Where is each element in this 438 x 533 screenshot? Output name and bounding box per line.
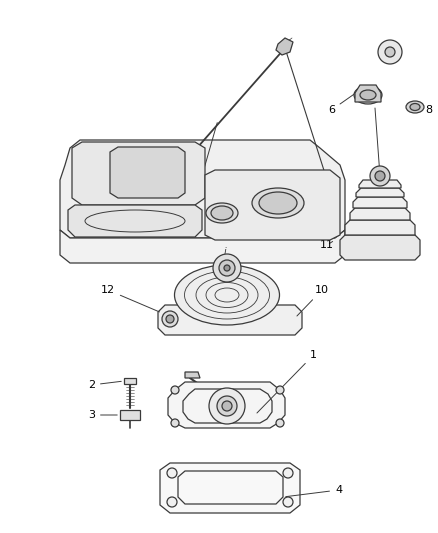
Ellipse shape	[211, 206, 233, 220]
Circle shape	[167, 497, 177, 507]
Circle shape	[283, 468, 293, 478]
Polygon shape	[60, 140, 345, 238]
Ellipse shape	[406, 101, 424, 113]
Polygon shape	[72, 142, 205, 205]
Circle shape	[171, 386, 179, 394]
Circle shape	[162, 311, 178, 327]
Polygon shape	[124, 378, 136, 384]
Text: 8: 8	[418, 105, 432, 115]
Ellipse shape	[252, 188, 304, 218]
Polygon shape	[350, 208, 410, 220]
Circle shape	[370, 166, 390, 186]
Polygon shape	[356, 188, 404, 197]
Circle shape	[209, 388, 245, 424]
Text: 2: 2	[88, 380, 121, 390]
Text: 5: 5	[193, 123, 217, 200]
Text: 7: 7	[390, 50, 397, 60]
Text: i: i	[224, 247, 226, 257]
Ellipse shape	[259, 192, 297, 214]
Circle shape	[283, 497, 293, 507]
Polygon shape	[345, 220, 415, 235]
Ellipse shape	[174, 265, 279, 325]
Polygon shape	[340, 235, 420, 260]
Polygon shape	[168, 382, 285, 428]
Ellipse shape	[360, 90, 376, 100]
Circle shape	[276, 386, 284, 394]
Polygon shape	[276, 38, 293, 55]
Text: 1: 1	[257, 350, 317, 413]
Text: 7: 7	[390, 50, 397, 60]
Text: 11: 11	[320, 240, 334, 250]
Text: 12: 12	[101, 285, 159, 312]
Circle shape	[222, 401, 232, 411]
Circle shape	[375, 171, 385, 181]
Circle shape	[213, 254, 241, 282]
Circle shape	[276, 419, 284, 427]
Text: 9: 9	[400, 249, 413, 260]
Circle shape	[217, 396, 237, 416]
Polygon shape	[160, 463, 300, 513]
Polygon shape	[205, 170, 340, 240]
Polygon shape	[355, 85, 381, 102]
Circle shape	[167, 468, 177, 478]
Circle shape	[219, 260, 235, 276]
Circle shape	[166, 315, 174, 323]
Circle shape	[378, 40, 402, 64]
Circle shape	[385, 47, 395, 57]
Circle shape	[224, 265, 230, 271]
Text: 10: 10	[297, 285, 329, 316]
Ellipse shape	[206, 203, 238, 223]
Polygon shape	[60, 230, 345, 263]
Ellipse shape	[410, 103, 420, 110]
Polygon shape	[158, 305, 302, 335]
Polygon shape	[353, 197, 407, 208]
Polygon shape	[120, 410, 140, 420]
Circle shape	[171, 419, 179, 427]
Polygon shape	[68, 205, 202, 237]
Polygon shape	[185, 372, 200, 378]
Ellipse shape	[354, 86, 382, 104]
Polygon shape	[359, 180, 401, 188]
Text: 4: 4	[286, 485, 342, 497]
Text: 6: 6	[328, 92, 358, 115]
Text: 3: 3	[88, 410, 117, 420]
Polygon shape	[110, 147, 185, 198]
